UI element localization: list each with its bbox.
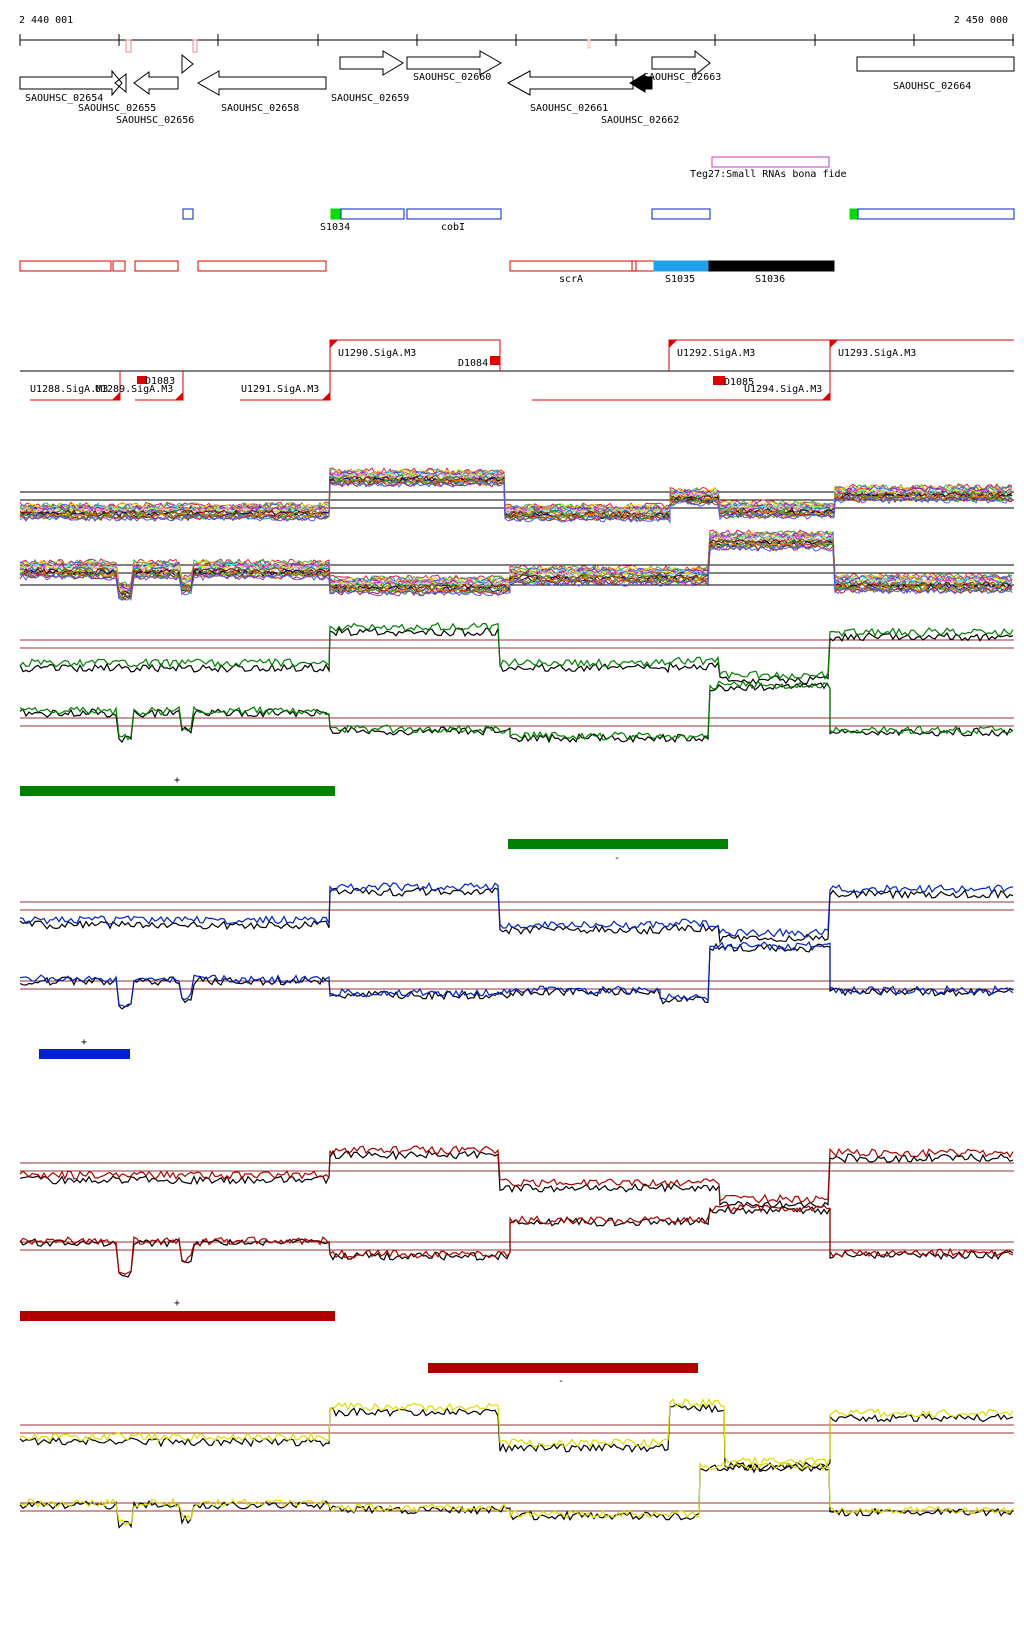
segment-label: cobI: [441, 222, 465, 233]
promoter-label: U1293.SigA.M3: [838, 348, 916, 359]
plus-strand-mark: +: [81, 1037, 87, 1048]
promoter-label: U1290.SigA.M3: [338, 348, 416, 359]
gene-arrow[interactable]: [629, 73, 653, 93]
plus-strand-bar[interactable]: [39, 1049, 130, 1059]
plus-strand-mark: +: [174, 1298, 180, 1309]
gene-label: SAOUHSC_02664: [893, 81, 971, 92]
segment-label: scrA: [559, 274, 583, 285]
plus-strand-bar[interactable]: [20, 1311, 335, 1321]
strand-bars: + - + + -: [20, 775, 728, 1387]
gene-arrow[interactable]: [181, 53, 194, 75]
gene-arrow[interactable]: [114, 72, 127, 94]
promoter-label: U1294.SigA.M3: [744, 384, 822, 395]
promoter-label: D1085: [724, 377, 754, 388]
promoter-label: D1084: [458, 358, 488, 369]
segment-track: [19, 260, 835, 272]
srna-track: Teg27:Small RNAs bona fide: [690, 156, 847, 180]
gene-label: SAOUHSC_02660: [413, 72, 491, 83]
promoter-label: U1289.SigA.M3: [95, 384, 173, 395]
minus-strand-bar[interactable]: [428, 1363, 698, 1373]
promoter-track: U1290.SigA.M3 D1084 U1292.SigA.M3 U1293.…: [20, 339, 1014, 401]
srna-box[interactable]: [711, 156, 830, 168]
condition-traces: [19, 622, 1014, 1529]
gene-label: SAOUHSC_02661: [530, 103, 608, 114]
promoter-label: D1083: [145, 376, 175, 387]
segment-track: [182, 208, 1015, 220]
gene-arrow[interactable]: [133, 71, 179, 95]
segment-label: S1036: [755, 274, 785, 285]
coord-start: 2 440 001: [19, 15, 73, 26]
gene-label: SAOUHSC_02658: [221, 103, 299, 114]
gene-label: SAOUHSC_02659: [331, 93, 409, 104]
segment-label: S1034: [320, 222, 350, 233]
promoter-label: U1291.SigA.M3: [241, 384, 319, 395]
segment-label: S1035: [665, 274, 695, 285]
gene-arrow[interactable]: [339, 50, 404, 76]
gene-labels: SAOUHSC_02654 SAOUHSC_02655 SAOUHSC_0265…: [25, 72, 971, 126]
gene-arrow[interactable]: [196, 70, 327, 96]
gene-arrow[interactable]: [406, 50, 503, 76]
gene-box[interactable]: [856, 56, 1015, 72]
plus-strand-mark: +: [174, 775, 180, 786]
expression-profiles: [19, 467, 1014, 602]
coord-end: 2 450 000: [954, 15, 1008, 26]
gene-track: [19, 49, 1015, 97]
gene-label: SAOUHSC_02663: [643, 72, 721, 83]
minus-strand-mark: -: [558, 1376, 564, 1387]
gene-label: SAOUHSC_02655: [78, 103, 156, 114]
plus-strand-bar[interactable]: [20, 786, 335, 796]
gene-label: SAOUHSC_02662: [601, 115, 679, 126]
gene-arrow[interactable]: [651, 49, 711, 77]
gene-label: SAOUHSC_02656: [116, 115, 194, 126]
coordinate-ruler: 2 440 001 2 450 000: [19, 15, 1014, 53]
promoter-label: U1292.SigA.M3: [677, 348, 755, 359]
promoter-label: U1288.SigA.M3: [30, 384, 108, 395]
srna-label: Teg27:Small RNAs bona fide: [690, 169, 847, 180]
gene-arrow[interactable]: [506, 70, 634, 96]
minus-strand-bar[interactable]: [508, 839, 728, 849]
gene-label: SAOUHSC_02654: [25, 93, 103, 104]
segment-labels: S1034 cobI scrA S1035 S1036: [320, 222, 785, 285]
gene-arrow[interactable]: [19, 69, 123, 97]
minus-strand-mark: -: [614, 853, 620, 864]
